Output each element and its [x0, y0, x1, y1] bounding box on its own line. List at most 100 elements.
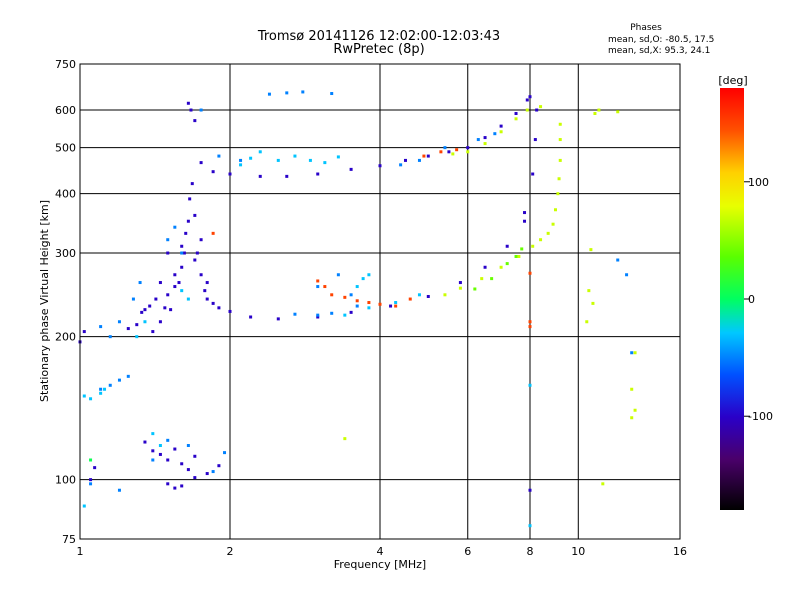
- data-point: [163, 306, 167, 310]
- data-points: [78, 90, 637, 528]
- data-point: [336, 273, 340, 277]
- data-point: [520, 247, 524, 251]
- data-point: [546, 231, 550, 235]
- data-point: [99, 391, 103, 395]
- data-point: [285, 174, 289, 178]
- data-point: [389, 304, 393, 308]
- data-point: [616, 110, 620, 114]
- data-point: [556, 192, 560, 196]
- data-point: [525, 108, 529, 112]
- data-point: [551, 222, 555, 226]
- data-point: [514, 117, 518, 121]
- data-point: [108, 383, 112, 387]
- data-point: [523, 211, 527, 215]
- data-point: [140, 310, 144, 314]
- data-point: [531, 244, 535, 248]
- data-point: [182, 251, 186, 255]
- data-point: [591, 301, 595, 305]
- data-point: [205, 297, 209, 301]
- data-point: [316, 313, 320, 317]
- colorbar-tick-label: 0: [748, 293, 755, 306]
- data-point: [417, 293, 421, 297]
- data-point: [228, 309, 232, 313]
- data-point: [323, 285, 327, 289]
- data-point: [593, 111, 597, 115]
- y-tick-label: 600: [55, 104, 76, 117]
- y-tick-label: 500: [55, 142, 76, 155]
- data-point: [597, 108, 601, 112]
- data-point: [217, 154, 221, 158]
- data-point: [249, 156, 253, 160]
- colorbar-ticks: 100 0 -100: [744, 176, 773, 423]
- data-point: [399, 163, 403, 167]
- data-point: [193, 213, 197, 217]
- data-point: [135, 323, 139, 327]
- data-point: [455, 148, 459, 152]
- data-point: [276, 158, 280, 162]
- data-point: [367, 273, 371, 277]
- data-point: [476, 138, 480, 142]
- data-point: [483, 136, 487, 140]
- colorbar-tick-label: 100: [748, 176, 769, 189]
- x-tick-label: 2: [227, 545, 234, 558]
- data-point: [199, 161, 203, 165]
- data-point: [99, 325, 103, 329]
- data-point: [180, 244, 184, 248]
- data-point: [426, 294, 430, 298]
- data-point: [166, 438, 170, 442]
- x-tick-label: 16: [673, 545, 687, 558]
- data-point: [473, 287, 477, 291]
- data-point: [180, 251, 184, 255]
- data-point: [378, 164, 382, 168]
- data-point: [330, 311, 334, 315]
- data-point: [528, 271, 532, 275]
- data-point: [528, 488, 532, 492]
- data-point: [151, 330, 155, 334]
- data-point: [633, 408, 637, 412]
- data-point: [349, 310, 353, 314]
- y-tick-label: 75: [62, 533, 76, 546]
- data-point: [355, 285, 359, 289]
- data-point: [186, 297, 190, 301]
- data-point: [330, 92, 334, 96]
- y-tick-label: 400: [55, 188, 76, 201]
- data-point: [601, 482, 605, 486]
- data-point: [166, 482, 170, 486]
- data-point: [173, 273, 177, 277]
- data-point: [190, 182, 194, 186]
- data-point: [186, 444, 190, 448]
- y-tick-label: 300: [55, 247, 76, 260]
- data-point: [151, 449, 155, 453]
- data-point: [630, 416, 634, 420]
- x-tick-label: 8: [527, 545, 534, 558]
- x-axis-ticks: 1 2 4 6 8 10 16: [77, 545, 688, 558]
- data-point: [82, 394, 86, 398]
- data-point: [228, 172, 232, 176]
- data-point: [490, 277, 494, 281]
- data-point: [523, 219, 527, 223]
- data-point: [528, 320, 532, 324]
- data-point: [188, 197, 192, 201]
- data-point: [558, 122, 562, 126]
- data-point: [483, 265, 487, 269]
- data-point: [258, 174, 262, 178]
- data-point: [535, 108, 539, 112]
- data-point: [189, 108, 193, 112]
- data-point: [505, 262, 509, 266]
- y-axis-label: Stationary phase Virtual Height [km]: [38, 200, 51, 402]
- data-point: [258, 150, 262, 154]
- data-point: [355, 299, 359, 303]
- data-point: [557, 177, 561, 181]
- plot-frame: [79, 63, 681, 540]
- data-point: [558, 138, 562, 142]
- data-point: [539, 105, 543, 109]
- data-point: [630, 387, 634, 391]
- plot-grid: [80, 64, 680, 539]
- data-point: [180, 484, 184, 488]
- data-point: [361, 277, 365, 281]
- colorbar: [720, 88, 744, 510]
- data-point: [117, 488, 121, 492]
- data-point: [528, 325, 532, 329]
- y-tick-label: 200: [55, 331, 76, 344]
- data-point: [553, 208, 557, 212]
